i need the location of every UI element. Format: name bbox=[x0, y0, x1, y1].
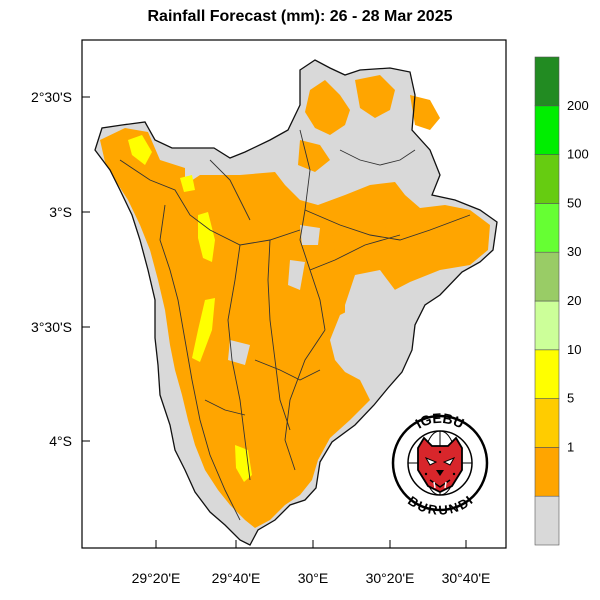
igebu-logo: IGEBU BURUNDI bbox=[391, 410, 489, 518]
lon-label: 30°E bbox=[298, 570, 329, 586]
colorbar-swatch bbox=[534, 251, 560, 302]
lat-label: 4°S bbox=[49, 433, 72, 449]
lat-label: 3°30'S bbox=[31, 319, 72, 335]
map-title: Rainfall Forecast (mm): 26 - 28 Mar 2025 bbox=[147, 8, 453, 25]
lat-label: 2°30'S bbox=[31, 89, 72, 105]
colorbar-swatch bbox=[534, 203, 560, 253]
lon-label: 29°20'E bbox=[132, 570, 181, 586]
colorbar: 1 5 10 20 30 50 100 200 bbox=[534, 56, 589, 546]
colorbar-label: 20 bbox=[567, 293, 581, 308]
lon-tick-labels: 29°20'E 29°40'E 30°E 30°20'E 30°40'E bbox=[132, 570, 491, 586]
colorbar-label: 50 bbox=[567, 195, 581, 210]
colorbar-label: 1 bbox=[567, 439, 574, 454]
lat-label: 3°S bbox=[49, 204, 72, 220]
colorbar-label: 200 bbox=[567, 98, 589, 113]
lon-label: 29°40'E bbox=[212, 570, 261, 586]
axis-ticks bbox=[82, 96, 467, 548]
lon-label: 30°40'E bbox=[442, 570, 491, 586]
logo-top-text: IGEBU bbox=[413, 410, 467, 432]
colorbar-swatch bbox=[534, 56, 560, 107]
province-boundaries bbox=[119, 129, 471, 521]
colorbar-swatch bbox=[534, 495, 560, 546]
colorbar-label: 5 bbox=[567, 391, 574, 406]
leopard-head-icon bbox=[417, 436, 463, 494]
colorbar-swatch bbox=[534, 398, 560, 448]
colorbar-label: 10 bbox=[567, 342, 581, 357]
colorbar-swatch bbox=[534, 349, 560, 399]
rain-yellow-regions bbox=[128, 135, 252, 482]
country-outline bbox=[94, 59, 498, 546]
colorbar-swatch bbox=[534, 105, 560, 155]
svg-text:IGEBU: IGEBU bbox=[413, 410, 467, 432]
colorbar-label: 100 bbox=[567, 147, 589, 162]
colorbar-swatch bbox=[534, 154, 560, 204]
dry-patches bbox=[228, 225, 412, 365]
colorbar-swatch bbox=[534, 447, 560, 497]
lon-label: 30°20'E bbox=[366, 570, 415, 586]
lat-tick-labels: 2°30'S 3°S 3°30'S 4°S bbox=[31, 89, 72, 449]
colorbar-label: 30 bbox=[567, 244, 581, 259]
colorbar-swatch bbox=[534, 300, 560, 351]
rain-orange-regions bbox=[100, 75, 490, 528]
